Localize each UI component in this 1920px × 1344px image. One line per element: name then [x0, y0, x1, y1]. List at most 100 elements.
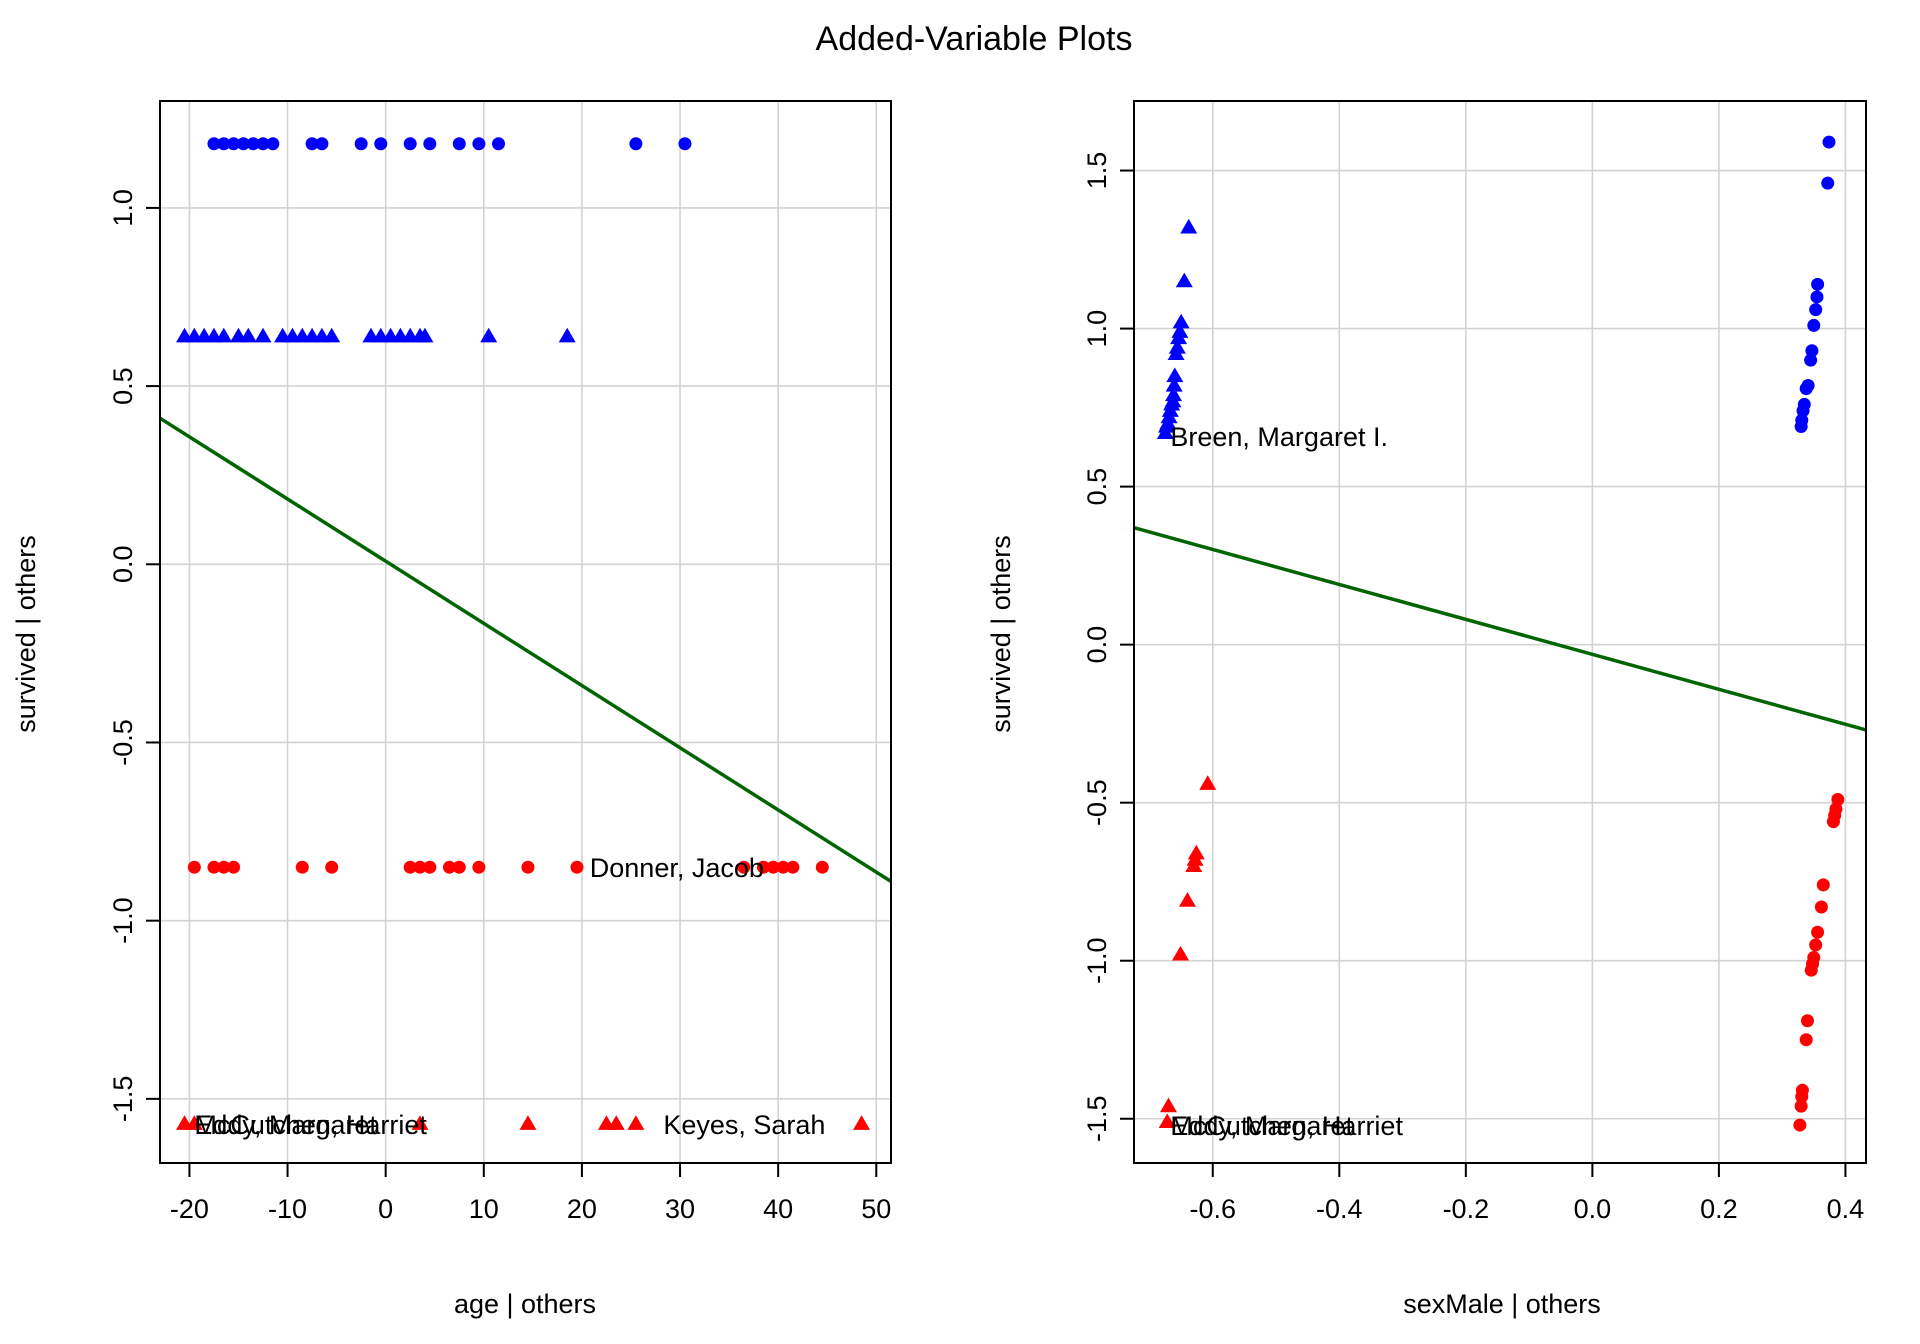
- age-point-circle: [217, 137, 231, 151]
- age-point-circle: [295, 860, 309, 874]
- age-point-circle: [305, 137, 319, 151]
- sexmale-y-tick-label: 0.0: [1082, 626, 1112, 664]
- age-point-triangle: [519, 1115, 537, 1130]
- age-point-circle: [217, 860, 231, 874]
- age-point-circle: [776, 860, 790, 874]
- sexmale-y-tick-label: 0.5: [1082, 468, 1112, 506]
- age-y-tick-label: 0.5: [108, 367, 138, 405]
- sexmale-point-triangle: [1180, 218, 1198, 234]
- panel-age-x-axis-title: age | others: [454, 1289, 596, 1319]
- sexmale-point-circle: [1826, 815, 1840, 829]
- figure-title: Added-Variable Plots: [816, 20, 1133, 58]
- age-point-circle: [256, 137, 270, 151]
- sexmale-point-circle: [1805, 344, 1819, 358]
- age-point-circle: [521, 860, 535, 874]
- sexmale-point-triangle: [1172, 313, 1190, 329]
- sexmale-point-circle: [1800, 1014, 1814, 1028]
- sexmale-point-label: Eddy, Margaret: [1170, 1111, 1353, 1141]
- sexmale-point-circle: [1804, 353, 1818, 367]
- age-point-circle: [374, 137, 388, 151]
- sexmale-x-tick-label: -0.4: [1316, 1194, 1363, 1224]
- age-point-circle: [227, 137, 241, 151]
- sexmale-point-triangle: [1160, 408, 1178, 424]
- age-point-circle: [442, 860, 456, 874]
- age-point-label: Keyes, Sarah: [663, 1110, 825, 1140]
- sexmale-point-triangle: [1165, 386, 1183, 402]
- age-point-circle: [413, 860, 427, 874]
- age-x-tick-label: -10: [268, 1194, 307, 1224]
- age-point-circle: [246, 137, 260, 151]
- age-point-circle: [403, 860, 417, 874]
- sexmale-point-triangle: [1163, 395, 1181, 411]
- age-point-circle: [354, 137, 368, 151]
- age-point-triangle: [627, 1115, 645, 1130]
- sexmale-point-circle: [1804, 963, 1818, 977]
- age-point-label: McCutchen, Harriet: [194, 1110, 427, 1140]
- sexmale-y-tick-label: 1.0: [1082, 310, 1112, 348]
- age-point-label: Eddy, Margaret: [194, 1110, 377, 1140]
- age-point-triangle: [239, 327, 257, 343]
- age-point-triangle: [853, 1115, 871, 1130]
- sexmale-point-circle: [1794, 420, 1808, 434]
- age-point-triangle: [254, 327, 272, 343]
- sexmale-point-circle: [1796, 404, 1810, 418]
- sexmale-point-triangle: [1178, 892, 1196, 907]
- age-point-circle: [629, 137, 643, 151]
- sexmale-y-tick-label: -1.0: [1082, 937, 1112, 984]
- age-point-circle: [403, 137, 417, 151]
- sexmale-point-triangle: [1185, 857, 1203, 873]
- age-x-tick-label: 50: [861, 1194, 891, 1224]
- age-point-circle: [766, 860, 780, 874]
- sexmale-point-triangle: [1186, 851, 1204, 866]
- age-point-circle: [815, 860, 829, 874]
- panel-age: age | others survived | others -20 -10 0 10…: [11, 100, 892, 1319]
- age-x-tick-label: 20: [567, 1194, 597, 1224]
- age-y-tick-label: 0.0: [108, 546, 138, 584]
- sexmale-point-triangle: [1168, 339, 1186, 354]
- sexmale-point-circle: [1795, 1090, 1809, 1104]
- sexmale-point-circle: [1794, 1099, 1808, 1113]
- age-x-tick-label: -20: [170, 1194, 209, 1224]
- age-x-tick-label: 0: [378, 1194, 393, 1224]
- sexmale-point-circle: [1807, 318, 1821, 332]
- sexmale-x-tick-label: 0.0: [1574, 1194, 1612, 1224]
- sexmale-point-circle: [1814, 900, 1828, 914]
- age-point-circle: [423, 860, 437, 874]
- age-point-triangle: [185, 1115, 203, 1130]
- sexmale-point-triangle: [1159, 1097, 1177, 1113]
- age-point-circle: [786, 860, 800, 874]
- age-plot-frame: [159, 100, 892, 1164]
- sexmale-point-circle: [1799, 1033, 1813, 1047]
- age-y-tick-label: -0.5: [108, 719, 138, 766]
- age-x-tick-label: 40: [763, 1194, 793, 1224]
- sexmale-point-triangle: [1165, 376, 1183, 392]
- sexmale-plot-frame: [1133, 100, 1867, 1164]
- sexmale-point-triangle: [1156, 424, 1174, 439]
- sexmale-x-tick-label: 0.2: [1700, 1194, 1738, 1224]
- age-point-circle: [315, 137, 329, 151]
- age-fit-line: [160, 416, 891, 883]
- age-point-circle: [266, 137, 280, 151]
- sexmale-x-tick-label: -0.2: [1443, 1194, 1490, 1224]
- panel-sexmale: sexMale | others survived | others -0.6 -…: [986, 100, 1867, 1319]
- sexmale-point-triangle: [1158, 1113, 1176, 1129]
- age-y-tick-label: -1.0: [108, 897, 138, 944]
- panel-age-y-axis-title: survived | others: [11, 535, 41, 733]
- sexmale-point-circle: [1811, 277, 1825, 291]
- age-point-circle: [678, 137, 692, 151]
- sexmale-point-label: Breen, Margaret I.: [1170, 422, 1388, 452]
- sexmale-point-triangle: [1172, 945, 1190, 961]
- sexmale-y-tick-label: -1.5: [1082, 1095, 1112, 1142]
- sexmale-point-circle: [1821, 176, 1835, 190]
- age-x-tick-label: 30: [665, 1194, 695, 1224]
- panel-sexmale-x-axis-title: sexMale | others: [1403, 1289, 1601, 1319]
- sexmale-point-triangle: [1166, 367, 1184, 383]
- age-point-circle: [452, 860, 466, 874]
- age-point-triangle: [416, 327, 434, 343]
- age-point-triangle: [558, 327, 576, 343]
- age-point-triangle: [480, 327, 498, 343]
- sexmale-fit-line: [1134, 526, 1866, 732]
- age-point-circle: [227, 860, 241, 874]
- age-point-label: Donner, Jacob: [590, 853, 764, 883]
